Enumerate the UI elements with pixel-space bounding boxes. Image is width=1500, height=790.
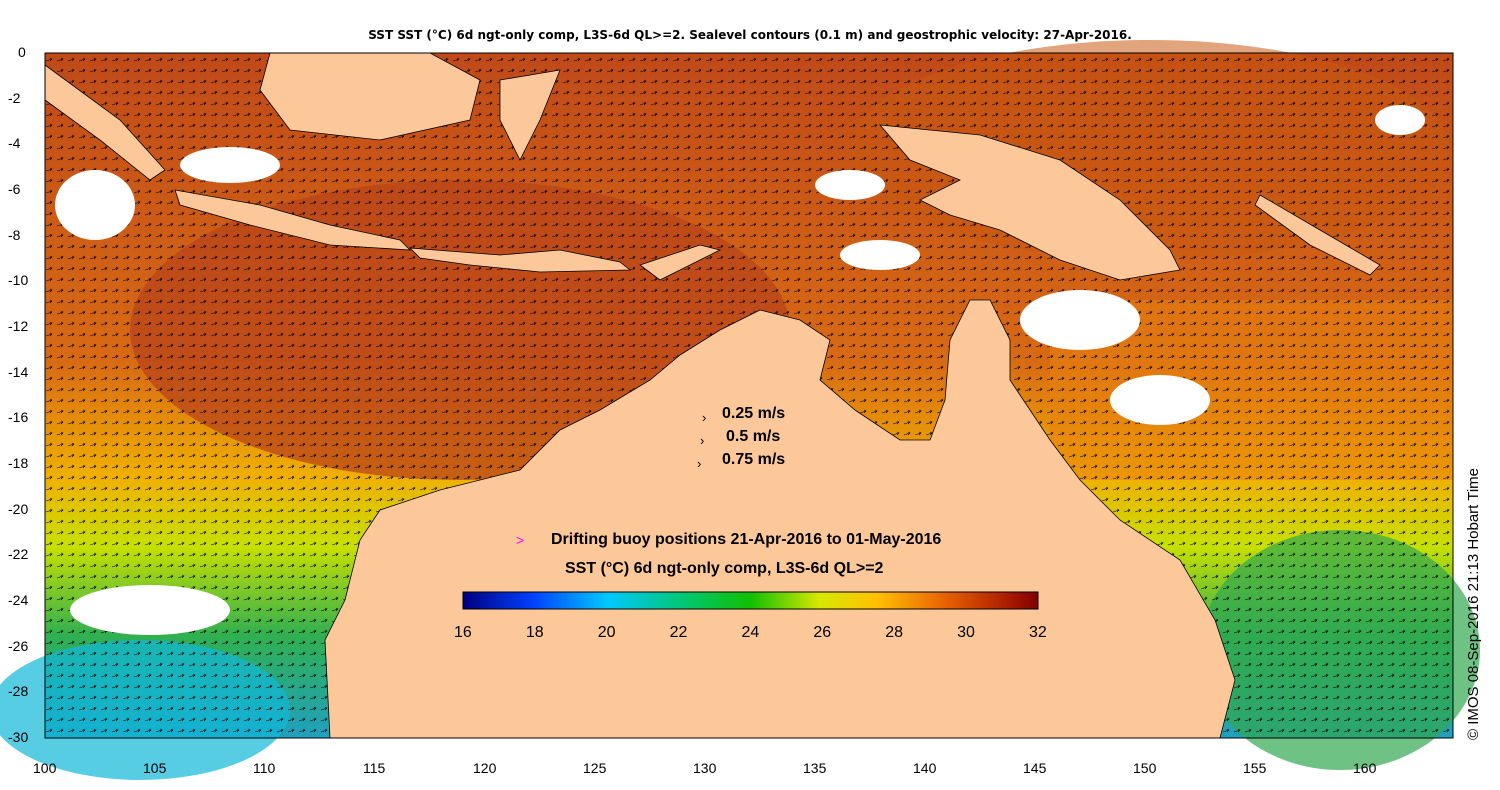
y-tick-label: -28 [8, 683, 29, 700]
y-tick-label: -16 [8, 409, 29, 426]
sulawesi-land [499, 69, 561, 161]
map-title: SST SST (°C) 6d ngt-only comp, L3S-6d QL… [368, 28, 1132, 42]
y-tick-label: -12 [8, 318, 29, 334]
x-tick-label: 130 [693, 760, 717, 776]
colorbar-gradient [462, 591, 1039, 610]
y-tick-label: -2 [8, 89, 21, 106]
y-tick-label: -30 [8, 729, 29, 745]
x-tick-label: 160 [1353, 760, 1377, 776]
new-guinea-land [879, 124, 1181, 281]
cloud-patches [55, 105, 1425, 635]
colorbar-tick-label: 28 [885, 624, 904, 641]
colorbar-tick-label: 30 [957, 624, 975, 641]
solomon-islands-land [1254, 194, 1381, 276]
australia-land [324, 299, 1236, 739]
y-tick-label: -4 [8, 135, 21, 152]
colorbar-tick-label: 32 [1029, 624, 1047, 641]
x-tick-label: 100 [33, 760, 57, 776]
y-tick-label: -6 [8, 181, 21, 197]
x-tick-label: 120 [473, 760, 497, 776]
velocity-legend-1: 0.25 m/s [722, 405, 786, 422]
x-tick-label: 135 [803, 760, 827, 776]
y-tick-label: -14 [8, 363, 29, 380]
y-tick-label: -22 [8, 546, 29, 563]
borneo-land [259, 52, 481, 141]
colorbar-tick-label: 18 [525, 624, 544, 641]
colorbar-tick-label: 24 [741, 624, 760, 641]
y-tick-label: -20 [8, 500, 29, 517]
y-tick-label: -18 [8, 455, 29, 471]
x-tick-label: 145 [1023, 760, 1047, 776]
y-tick-label: -10 [8, 272, 29, 289]
credit-text: © IMOS 08-Sep-2016 21:13 Hobart Time [1465, 467, 1482, 740]
velocity-arrow-icon: › [697, 456, 702, 471]
colorbar-tick-label: 16 [454, 624, 472, 641]
velocity-legend-2: 0.5 m/s [726, 428, 781, 445]
x-tick-label: 110 [253, 760, 276, 776]
x-tick-label: 125 [583, 760, 607, 776]
colorbar-tick-label: 22 [669, 624, 688, 641]
y-tick-label: 0 [18, 44, 26, 60]
x-tick-label: 155 [1243, 760, 1267, 776]
y-tick-label: -24 [8, 592, 29, 608]
lesser-sunda-land [408, 247, 632, 273]
x-tick-label: 105 [143, 760, 167, 776]
colorbar-tick-label: 20 [597, 624, 616, 641]
buoy-symbol: > [516, 532, 525, 548]
velocity-arrow-icon: › [700, 433, 705, 448]
x-tick-label: 150 [1133, 760, 1157, 776]
land-masses [44, 52, 1381, 739]
colorbar-title: SST (°C) 6d ngt-only comp, L3S-6d QL>=2 [565, 560, 884, 577]
buoy-legend-label: Drifting buoy positions 21-Apr-2016 to 0… [551, 531, 942, 548]
colorbar-tick-label: 26 [813, 624, 832, 641]
x-tick-label: 140 [913, 760, 937, 776]
velocity-legend-3: 0.75 m/s [722, 451, 786, 468]
x-tick-label: 115 [363, 760, 386, 776]
timor-land [639, 244, 722, 281]
colorbar [462, 591, 1039, 610]
velocity-arrow-icon: › [702, 410, 707, 425]
y-tick-label: -26 [8, 637, 29, 654]
plot-frame [44, 52, 1454, 739]
java-land [174, 189, 412, 251]
y-tick-label: -8 [8, 226, 21, 243]
